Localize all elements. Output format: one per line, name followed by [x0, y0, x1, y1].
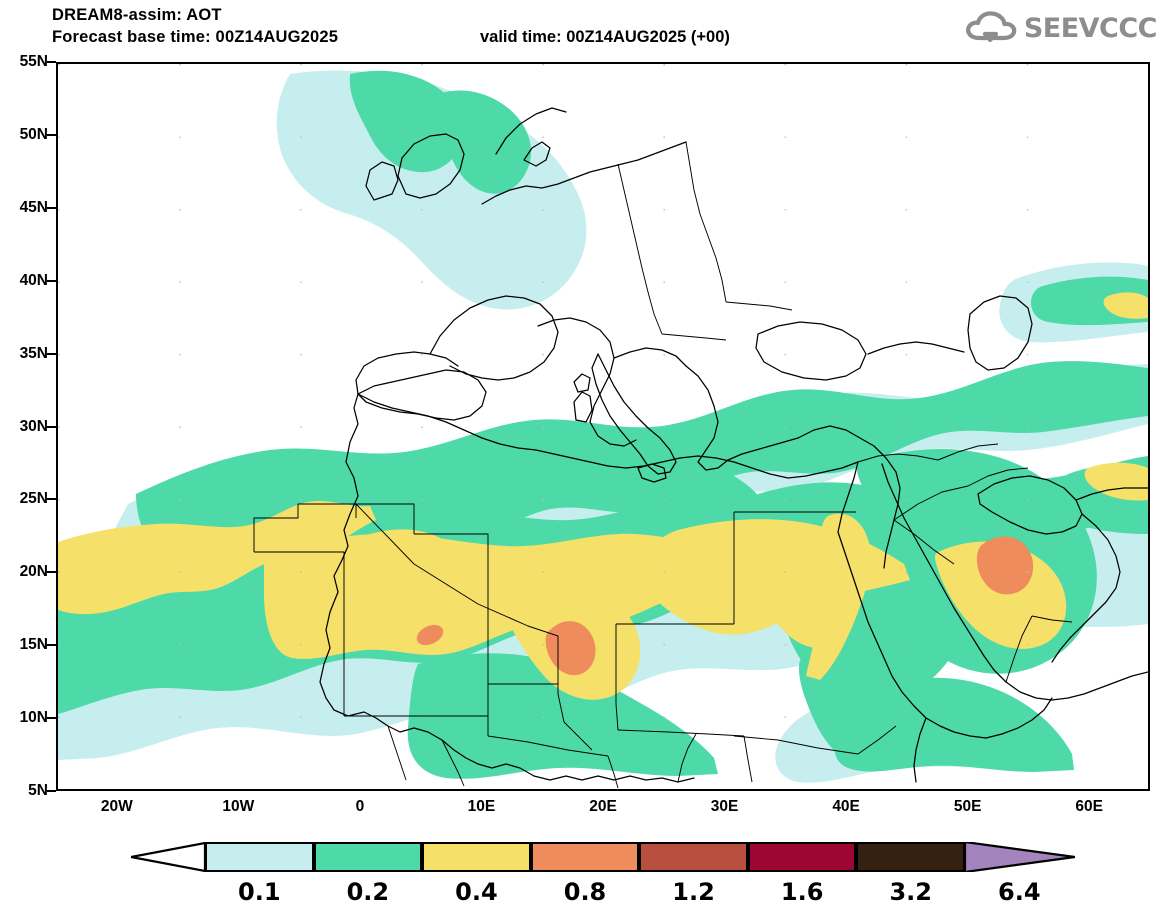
x-tick-label: 40E: [832, 798, 860, 815]
x-tick-label: 10W: [222, 798, 255, 815]
colorbar-tick-label: 0.4: [455, 878, 498, 906]
y-tick-label: 45N: [19, 198, 48, 216]
colorbar-strip[interactable]: 0.1 0.2 0.4 0.8 1.2 1.6 3.2 6.4: [129, 840, 1077, 906]
y-tick-mark: [47, 644, 56, 647]
x-tick-label: 0: [355, 798, 365, 815]
y-tick-label: 50N: [19, 125, 48, 143]
y-tick-label: 30N: [19, 417, 48, 435]
y-tick-label: 35N: [19, 344, 48, 362]
y-tick-label: 10N: [19, 709, 48, 727]
colorbar-tick-label: 0.1: [238, 878, 281, 906]
y-tick-label: 25N: [19, 490, 48, 508]
forecast-base-time: Forecast base time: 00Z14AUG2025: [52, 28, 339, 46]
colorbar-tick-label: 6.4: [998, 878, 1041, 906]
y-tick-mark: [47, 61, 56, 63]
colorbar-tick-label: 0.8: [563, 878, 607, 906]
colorbar-cell[interactable]: [639, 842, 748, 872]
aot-map: [58, 64, 1148, 789]
y-tick-mark: [47, 352, 56, 355]
colorbar-tick-label: 1.2: [672, 878, 715, 906]
colorbar-tick-label: 3.2: [889, 878, 932, 906]
x-tick-label: 60E: [1075, 798, 1104, 815]
y-tick-label: 40N: [19, 271, 48, 289]
x-tick-label: 20E: [589, 798, 617, 815]
y-tick-mark: [47, 133, 56, 136]
x-tick-label: 30E: [710, 798, 739, 815]
y-tick-mark: [47, 790, 56, 792]
y-tick-mark: [47, 279, 56, 282]
seevccc-logo: SEEVCCC: [965, 8, 1158, 48]
y-tick-mark: [47, 206, 56, 209]
cloud-icon: [965, 10, 1017, 47]
y-tick-label: 55N: [19, 53, 48, 70]
country-borders: [253, 141, 1073, 789]
colorbar[interactable]: 0.1 0.2 0.4 0.8 1.2 1.6 3.2 6.4: [0, 836, 1165, 906]
y-tick-mark: [47, 571, 56, 574]
valid-time: valid time: 00Z14AUG2025 (+00): [480, 28, 730, 46]
page-title: DREAM8-assim: AOT: [52, 6, 222, 24]
colorbar-cell[interactable]: [422, 842, 531, 872]
y-tick-mark: [47, 498, 56, 501]
x-tick-label: 20W: [100, 798, 133, 815]
map-plot-area[interactable]: [56, 62, 1150, 791]
y-tick-label: 15N: [19, 636, 48, 654]
colorbar-cell[interactable]: [205, 842, 314, 872]
header: DREAM8-assim: AOT Forecast base time: 00…: [0, 0, 1165, 56]
coastlines: [319, 107, 1148, 783]
colorbar-cell[interactable]: [313, 842, 423, 872]
colorbar-under-arrow: [129, 841, 207, 873]
x-tick-label: 10E: [467, 798, 496, 815]
colorbar-tick-label: 0.2: [346, 878, 390, 906]
colorbar-cell[interactable]: [747, 842, 857, 872]
logo-text: SEEVCCC: [1023, 12, 1158, 44]
colorbar-cell[interactable]: [530, 842, 640, 872]
colorbar-tick-label: 1.6: [780, 878, 824, 906]
graticule: [58, 64, 1148, 789]
y-tick-label: 20N: [19, 563, 48, 581]
y-tick-label: 5N: [28, 782, 48, 799]
y-tick-mark: [47, 717, 56, 720]
x-tick-label: 50E: [953, 798, 982, 815]
y-tick-mark: [47, 425, 56, 428]
colorbar-over-arrow: [963, 840, 1077, 874]
colorbar-cell[interactable]: [856, 842, 965, 872]
